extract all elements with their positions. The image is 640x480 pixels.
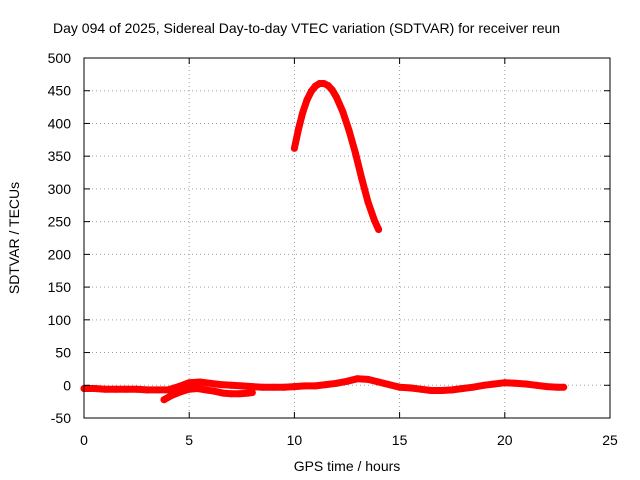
data-point	[238, 382, 246, 390]
data-point	[328, 86, 336, 94]
data-point	[501, 379, 509, 387]
data-point	[91, 385, 98, 392]
data-point	[354, 375, 361, 383]
y-tick-label: 200	[48, 246, 72, 262]
data-point	[210, 387, 218, 395]
data-point	[532, 381, 540, 389]
data-point	[154, 386, 162, 394]
y-tick-label: 100	[48, 312, 72, 328]
data-point	[122, 385, 130, 393]
data-point	[206, 379, 214, 387]
data-point	[364, 375, 372, 383]
data-point	[133, 385, 141, 393]
data-point	[290, 383, 298, 391]
data-point	[370, 216, 378, 224]
data-point	[406, 384, 414, 392]
data-point	[560, 383, 568, 391]
data-point	[280, 383, 288, 391]
data-point	[333, 379, 340, 387]
y-axis-label: SDTVAR / TECUs	[6, 182, 22, 294]
x-tick-label: 25	[602, 432, 618, 448]
data-point	[364, 198, 372, 206]
data-point	[194, 385, 202, 392]
data-point	[522, 380, 530, 388]
data-point	[290, 144, 298, 152]
grid-lines	[84, 58, 610, 418]
data-point	[259, 383, 267, 391]
data-point	[307, 87, 315, 95]
data-point	[324, 82, 332, 89]
axis-ticks: 0 5 10 15 20 25 -50 0 50 100 150 200 250 300 350 400 450…	[48, 50, 618, 448]
data-point	[299, 108, 307, 116]
data-point	[543, 383, 551, 391]
data-point	[375, 226, 383, 233]
y-tick-label: 450	[48, 83, 72, 99]
data-point	[511, 379, 519, 387]
x-tick-label: 5	[185, 432, 193, 448]
data-point	[219, 389, 227, 397]
y-tick-label: 350	[48, 148, 72, 164]
data-point	[248, 389, 256, 396]
data-point	[490, 380, 498, 388]
data-point	[351, 149, 359, 157]
data-point	[427, 387, 435, 394]
data-point	[438, 387, 446, 394]
y-tick-label: 300	[48, 181, 72, 197]
data-point	[295, 125, 303, 133]
y-tick-label: 250	[48, 214, 72, 230]
data-point	[160, 396, 168, 404]
data-point	[375, 378, 383, 386]
y-tick-label: 150	[48, 279, 72, 295]
data-point	[227, 390, 235, 398]
data-point	[343, 377, 351, 385]
data-point	[202, 386, 210, 394]
data-point	[185, 379, 193, 387]
data-point	[168, 391, 176, 399]
data-point	[217, 381, 225, 389]
data-series	[80, 80, 568, 404]
data-point	[143, 386, 151, 394]
data-point	[164, 386, 172, 394]
data-point	[196, 378, 204, 386]
data-point	[269, 383, 277, 391]
data-point	[227, 381, 235, 389]
data-point	[333, 93, 340, 101]
data-point	[345, 127, 353, 135]
data-point	[469, 383, 477, 391]
data-point	[322, 381, 330, 389]
data-point	[459, 385, 467, 392]
x-tick-label: 0	[80, 432, 88, 448]
data-point	[236, 390, 244, 398]
data-point	[303, 96, 311, 104]
x-tick-label: 10	[287, 432, 303, 448]
data-point	[101, 385, 109, 393]
x-axis-label: GPS time / hours	[294, 458, 401, 474]
data-point	[448, 386, 456, 394]
data-point	[177, 388, 185, 396]
y-tick-label: -50	[51, 410, 71, 426]
y-tick-label: 400	[48, 115, 72, 131]
data-point	[311, 382, 319, 390]
data-point	[358, 174, 366, 182]
data-point	[417, 385, 425, 393]
chart-title: Day 094 of 2025, Sidereal Day-to-day VTE…	[53, 20, 560, 36]
x-tick-label: 15	[392, 432, 408, 448]
data-point	[553, 383, 561, 391]
data-point	[112, 385, 120, 393]
y-tick-label: 500	[48, 50, 72, 66]
data-point	[385, 381, 393, 389]
y-tick-label: 0	[63, 377, 71, 393]
plot-frame	[83, 57, 611, 419]
y-tick-label: 50	[55, 345, 71, 361]
data-point	[301, 382, 309, 390]
x-tick-label: 20	[497, 432, 513, 448]
data-point	[248, 383, 256, 391]
data-point	[396, 383, 404, 391]
data-point	[480, 381, 488, 389]
data-point	[185, 385, 193, 393]
data-point	[339, 108, 347, 116]
